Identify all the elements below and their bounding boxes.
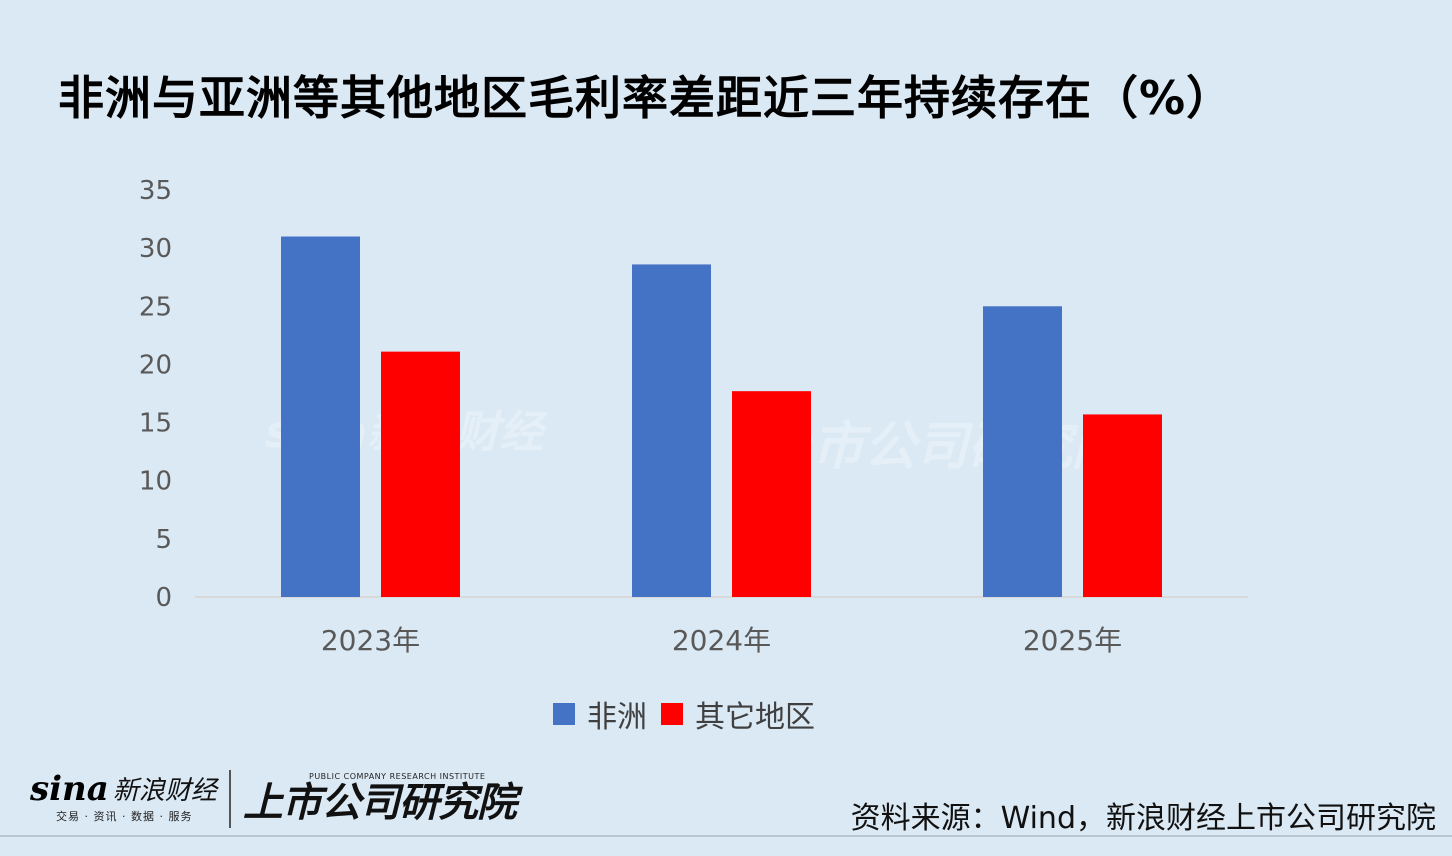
y-tick-label: 0 xyxy=(155,583,172,613)
sina-logo-text: sina xyxy=(30,769,109,809)
legend-swatch-africa xyxy=(553,703,575,725)
bar-other-0 xyxy=(381,351,460,597)
institute-english-name: PUBLIC COMPANY RESEARCH INSTITUTE xyxy=(309,772,486,781)
legend-swatch-other xyxy=(661,703,683,725)
bar-africa-1 xyxy=(632,264,711,597)
legend-item-other: 其它地区 xyxy=(661,692,815,736)
footer-line xyxy=(0,835,1452,837)
source-note: 资料来源：Wind，新浪财经上市公司研究院 xyxy=(850,801,1436,836)
legend-label-other: 其它地区 xyxy=(695,700,815,735)
y-tick-label: 5 xyxy=(155,525,172,555)
sina-name: 新浪财经 xyxy=(112,776,217,806)
bar-chart: 0 5 10 15 20 25 30 35 2023年 2024年 2025年 xyxy=(139,176,1248,657)
bar-other-1 xyxy=(732,391,811,597)
chart-title: 非洲与亚洲等其他地区毛利率差距近三年持续存在（%） xyxy=(58,71,1234,125)
sina-tagline: 交易 · 资讯 · 数据 · 服务 xyxy=(56,810,193,823)
x-tick-label: 2024年 xyxy=(672,624,771,657)
brand-divider xyxy=(229,770,231,828)
legend-label-africa: 非洲 xyxy=(587,700,647,735)
legend-item-africa: 非洲 xyxy=(553,692,647,736)
sina-finance-logo: sina 新浪财经 交易 · 资讯 · 数据 · 服务 xyxy=(30,772,217,824)
y-tick-label: 15 xyxy=(139,409,172,439)
institute-logo: PUBLIC COMPANY RESEARCH INSTITUTE 上市公司研究… xyxy=(243,772,517,826)
bar-africa-0 xyxy=(281,236,360,597)
y-tick-label: 20 xyxy=(139,350,172,380)
x-tick-label: 2023年 xyxy=(321,624,420,657)
chart-legend: 非洲 其它地区 xyxy=(553,692,829,736)
institute-chinese-name: 上市公司研究院 xyxy=(243,780,517,826)
y-tick-label: 35 xyxy=(139,176,172,206)
y-tick-label: 10 xyxy=(139,467,172,497)
y-tick-label: 30 xyxy=(139,234,172,264)
y-tick-label: 25 xyxy=(139,292,172,322)
bar-africa-2 xyxy=(983,306,1062,597)
bar-other-2 xyxy=(1083,414,1162,597)
x-tick-label: 2025年 xyxy=(1023,624,1122,657)
